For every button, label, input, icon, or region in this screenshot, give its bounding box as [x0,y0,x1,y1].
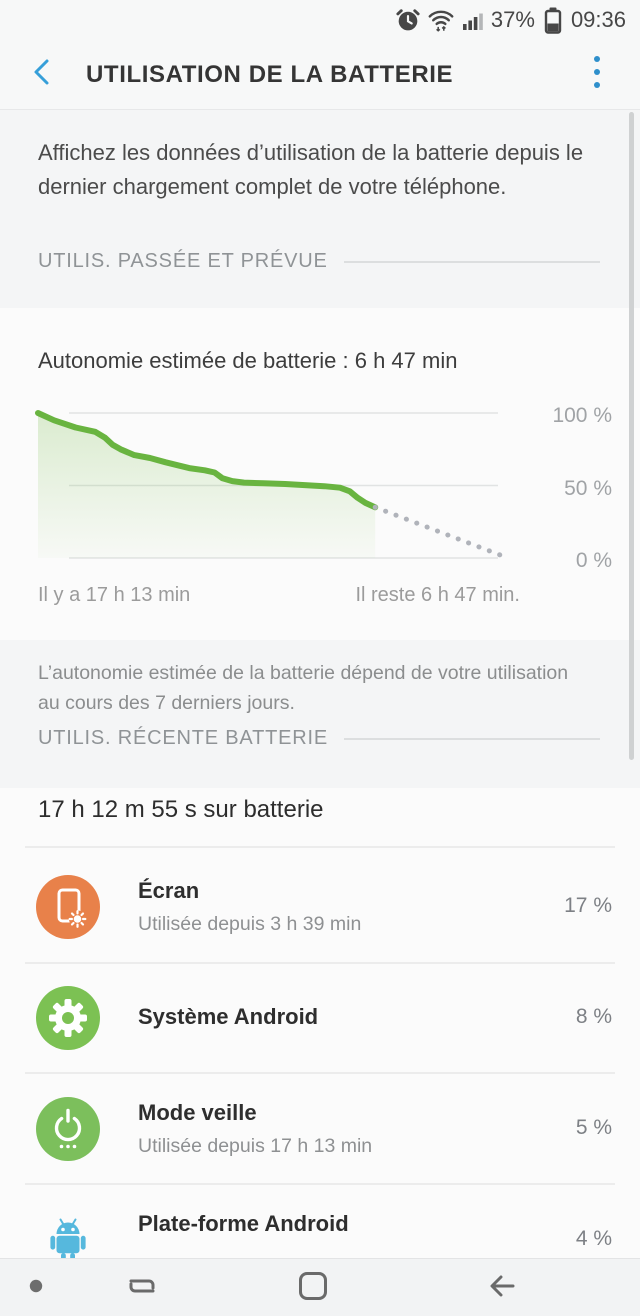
status-bar: 37% 09:36 [0,0,640,40]
alarm-icon [395,7,421,33]
app-battery-percent: 5 % [575,1116,612,1139]
battery-icon [541,6,565,34]
app-bar: UTILISATION DE LA BATTERIE [0,40,640,110]
recents-icon [122,1266,162,1311]
recents-button[interactable] [122,1268,162,1308]
android-system-icon [36,986,100,1050]
chart-right-label: Il reste 6 h 47 min. [355,584,520,606]
navigation-bar [0,1258,640,1316]
more-options-icon [592,54,602,95]
time-on-battery: 17 h 12 m 55 s sur batterie [38,796,324,823]
back-nav-button[interactable] [482,1268,522,1308]
back-chevron-icon [30,57,56,92]
back-icon [482,1266,522,1311]
section-recent-usage: UTILIS. RÉCENTE BATTERIE [38,727,600,750]
scrollbar[interactable] [629,112,634,760]
ytick-100: 100 % [552,404,612,427]
app-battery-percent: 17 % [564,894,612,917]
battery-percent-label: 37% [490,7,535,32]
app-name: Mode veille [138,1100,257,1125]
more-options-button[interactable] [580,56,614,92]
nav-hide-button[interactable] [16,1268,56,1308]
back-button[interactable] [26,58,60,92]
chart-left-label: Il y a 17 h 13 min [38,584,191,606]
divider [25,1072,615,1074]
battery-app-row-android-platform[interactable]: Plate-forme Android 4 % [0,1185,640,1295]
section-past-label: UTILIS. PASSÉE ET PRÉVUE [38,250,328,272]
section-rule [343,737,600,740]
divider [25,1183,615,1185]
sleep-mode-icon [36,1097,100,1161]
section-past-predicted: UTILIS. PASSÉE ET PRÉVUE [38,250,600,273]
section-rule [343,260,600,263]
app-name: Système Android [138,1004,319,1029]
page-title: UTILISATION DE LA BATTERIE [86,60,454,88]
signal-strength-icon [461,7,485,33]
ytick-50: 50 % [564,477,612,500]
section-recent-label: UTILIS. RÉCENTE BATTERIE [38,727,328,749]
battery-app-row-sleep-mode[interactable]: Mode veille Utilisée depuis 17 h 13 min … [0,1074,640,1184]
screen-icon [36,875,100,939]
intro-band [0,110,640,308]
app-usage-subtitle: Utilisée depuis 17 h 13 min [138,1135,373,1157]
app-name: Écran [138,878,200,903]
home-button[interactable] [293,1268,333,1308]
app-battery-percent: 8 % [575,1005,612,1028]
chart-series [35,410,511,561]
battery-estimate-text: Autonomie estimée de batterie : 6 h 47 m… [38,348,458,373]
ytick-0: 0 % [575,549,612,572]
divider [25,962,615,964]
app-name: Plate-forme Android [138,1211,349,1236]
clock-label: 09:36 [570,7,626,32]
battery-history-chart [35,410,511,561]
footnote-band [0,640,640,788]
intro-text: Affichez les données d’utilisation de la… [38,140,584,199]
notification-dot [29,1279,43,1298]
divider [25,846,615,848]
estimate-footnote: L’autonomie estimée de la batterie dépen… [38,662,569,714]
home-icon [293,1266,333,1311]
wifi-icon [427,7,455,33]
battery-app-row-android-system[interactable]: Système Android 8 % [0,963,640,1073]
app-usage-subtitle: Utilisée depuis 3 h 39 min [138,913,362,935]
battery-app-row-screen[interactable]: Écran Utilisée depuis 3 h 39 min 17 % [0,852,640,962]
app-battery-percent: 4 % [575,1227,612,1250]
